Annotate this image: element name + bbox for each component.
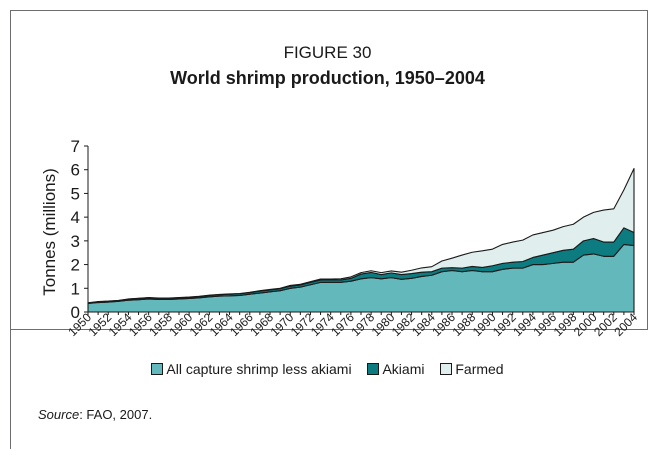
y-tick-label: 1 (71, 279, 80, 298)
x-axis-ticks: 1950195219541956195819601962196419661968… (65, 310, 640, 339)
legend-swatch-akiami (367, 363, 380, 375)
y-axis-label: Tonnes (millions) (40, 168, 59, 296)
figure-label: FIGURE 30 (283, 43, 372, 62)
series-areas (87, 167, 635, 313)
margin-rule (10, 329, 11, 449)
legend-item-farmed: Farmed (440, 361, 504, 377)
figure-frame (10, 10, 648, 330)
legend-label-farmed: Farmed (455, 361, 504, 377)
source-note: Source: FAO, 2007. (38, 407, 152, 422)
y-tick-label: 0 (71, 303, 80, 322)
legend-item-akiami: Akiami (367, 361, 424, 377)
legend-label-akiami: Akiami (382, 361, 425, 377)
source-text: : FAO, 2007. (79, 407, 153, 422)
y-tick-label: 5 (71, 184, 80, 203)
y-axis-ticks: 0 1 2 3 4 5 6 7 (71, 137, 88, 322)
source-prefix: Source (38, 407, 80, 422)
y-tick-label: 3 (71, 232, 80, 251)
x-tick-label: 2004 (611, 310, 640, 339)
y-tick-label: 4 (71, 208, 80, 227)
legend-item-capture: All capture shrimp less akiami (151, 361, 352, 377)
y-tick-label: 6 (71, 161, 80, 180)
legend-label-capture: All capture shrimp less akiami (166, 361, 352, 377)
legend-swatch-farmed (440, 363, 453, 375)
y-tick-label: 2 (71, 256, 80, 275)
figure-title: World shrimp production, 1950–2004 (170, 68, 485, 88)
area-series-3 (87, 167, 635, 304)
legend-swatch-capture (151, 363, 164, 375)
y-tick-label: 7 (71, 137, 80, 156)
legend: All capture shrimp less akiami Akiami Fa… (0, 361, 655, 377)
